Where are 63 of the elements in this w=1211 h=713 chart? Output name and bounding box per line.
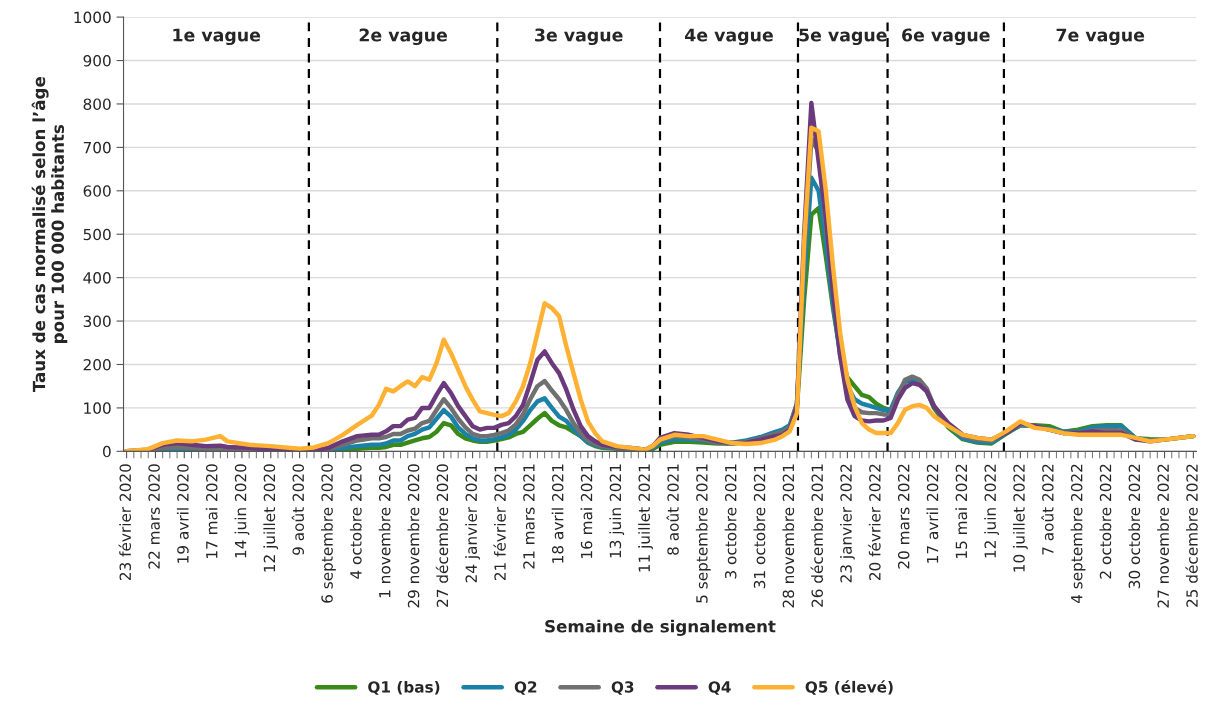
y-tick-label: 600 [83,185,111,197]
x-tick-label: 4 octobre 2020 [349,464,362,579]
x-tick-label: 18 avril 2021 [551,464,564,563]
x-tick-label: 22 mars 2020 [148,464,160,569]
x-tick-label: 13 juin 2021 [609,464,625,558]
y-tick-label: 200 [83,358,111,371]
x-tick-label: 28 novembre 2021 [782,464,795,608]
legend-label: Q4 [708,681,731,695]
x-tick-label: 2 octobre 2022 [1099,464,1112,579]
legend-label: Q3 [611,681,634,695]
annotation: 6e vague [902,28,990,46]
y-tick-label: 800 [83,98,111,110]
x-tick-label: 7 août 2022 [1041,464,1054,555]
x-tick-label: 12 juin 2022 [984,464,999,558]
x-tick-label: 21 mars 2021 [523,464,535,569]
x-tick-label: 30 octobre 2022 [1128,464,1141,589]
y-tick-label: 0 [103,445,111,458]
y-tick-label: 500 [83,228,111,241]
x-tick-label: 4 septembre 2022 [1070,464,1086,604]
x-tick-label: 5 septembre 2021 [695,464,711,603]
annotation: 1e vague [173,28,261,46]
x-tick-label: 17 avril 2022 [926,464,939,563]
x-tick-label: 29 novembre 2020 [407,464,420,608]
y-tick-label: 900 [83,55,111,67]
x-tick-label: 20 mars 2022 [897,464,910,569]
x-tick-label: 24 janvier 2021 [465,464,480,583]
x-tick-label: 12 juillet 2020 [263,464,279,572]
x-tick-label: 1 novembre 2020 [378,464,391,598]
x-tick-label: 21 février 2021 [493,464,506,581]
x-tick-label: 10 juillet 2022 [1013,464,1028,572]
y-tick-label: 100 [84,402,111,414]
legend-label: Q5 (élevé) [805,680,893,695]
annotation: 5e vague [799,28,887,46]
x-tick-label: 14 juin 2020 [234,464,250,558]
x-tick-label: 26 décembre 2021 [810,464,823,607]
x-tick-label: 16 mai 2021 [580,464,593,558]
x-tick-label: 19 avril 2020 [176,464,189,563]
x-tick-label: 9 août 2020 [291,464,305,555]
x-tick-label: 3 octobre 2021 [724,464,737,579]
x-tick-label: 8 août 2021 [666,464,679,555]
x-tick-label: 20 février 2022 [868,464,881,581]
x-tick-label: 27 décembre 2020 [435,464,449,607]
y-tick-label: 700 [83,141,111,154]
y-tick-label: 300 [83,315,111,328]
x-tick-label: 6 septembre 2020 [321,464,336,603]
x-tick-label: 31 octobre 2021 [753,464,766,589]
x-tick-label: 15 mai 2022 [955,464,968,558]
legend-label: Q1 (bas) [368,680,440,695]
x-tick-label: 23 janvier 2022 [840,464,855,583]
x-tick-label: 11 juillet 2021 [638,464,653,572]
x-axis-title: Semaine de signalement [545,619,776,636]
y-tick-label: 1000 [74,11,111,24]
x-tick-label: 27 novembre 2022 [1157,464,1169,608]
y-axis-title: Taux de cas normalisé selon l’âge pour 100 000 habitants [31,77,68,393]
annotation: 2e vague [359,28,447,46]
annotation: 4e vague [685,28,773,46]
y-tick-label: 400 [83,272,111,284]
annotation: 3e vague [535,28,623,46]
x-tick-label: 23 février 2020 [118,464,132,581]
x-tick-label: 17 mai 2020 [205,464,218,558]
x-tick-label: 25 décembre 2022 [1185,464,1198,607]
legend-label: Q2 [514,681,537,695]
annotation: 7e vague [1056,28,1145,46]
